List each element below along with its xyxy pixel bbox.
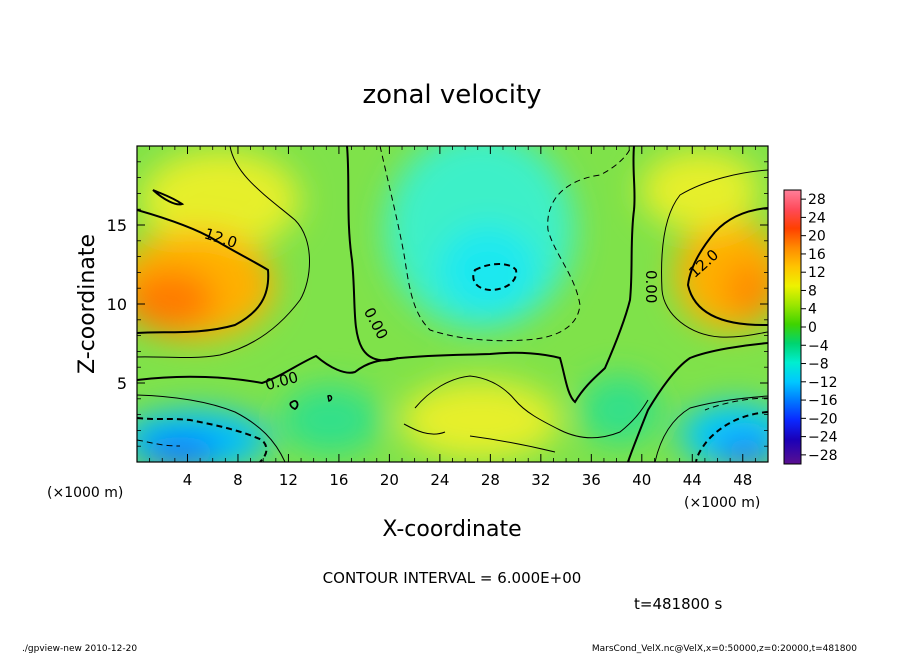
contour-lines <box>137 146 768 462</box>
y-axis-label: Z-coordinate <box>75 234 100 374</box>
colorbar-tick-label: 20 <box>808 229 826 245</box>
colorbar-tick-label: −8 <box>808 357 829 373</box>
x-tick-label: 24 <box>430 471 449 489</box>
x-tick-label: 44 <box>683 471 702 489</box>
colorbar-tick-label: 0 <box>808 320 817 336</box>
colorbar-tick-label: 28 <box>808 192 826 208</box>
x-tick-label: 28 <box>481 471 500 489</box>
contour-interval-text: CONTOUR INTERVAL = 6.000E+00 <box>323 569 582 587</box>
x-axis-ticks: 4 8 12 16 20 24 28 32 36 40 44 48 <box>149 146 756 489</box>
colorbar-tick-label: −16 <box>808 393 838 409</box>
x-tick-label: 16 <box>329 471 348 489</box>
colorbar-tick-label: 4 <box>808 302 817 318</box>
colorbar-tick-label: −20 <box>808 411 838 427</box>
y-tick-label: 10 <box>107 295 127 314</box>
x-tick-label: 40 <box>632 471 651 489</box>
colorbar-fill <box>783 189 802 465</box>
footer-right: MarsCond_VelX.nc@VelX,x=0:50000,z=0:2000… <box>592 644 857 654</box>
x-tick-label: 12 <box>279 471 298 489</box>
colorbar-tick-label: −4 <box>808 338 829 354</box>
colorbar-tick-label: −12 <box>808 375 838 391</box>
y-axis-ticks: 5 10 15 <box>107 161 768 447</box>
colorbar-tick-label: −24 <box>808 430 838 446</box>
y-tick-label: 15 <box>107 216 127 235</box>
colorbar-tick-label: 24 <box>808 210 826 226</box>
colorbar-tick-label: 12 <box>808 265 826 281</box>
plot-area: 12.0 12.0 0.00 0.00 0.00 <box>136 145 769 463</box>
contour-label: 0.00 <box>642 270 660 303</box>
colorbar-tick-label: −28 <box>808 448 838 464</box>
x-tick-label: 8 <box>233 471 243 489</box>
chart-title: zonal velocity <box>362 80 541 110</box>
colorbar-tick-label: 16 <box>808 247 826 263</box>
x-tick-label: 4 <box>183 471 193 489</box>
x-tick-label: 32 <box>531 471 550 489</box>
x-axis-unit: (×1000 m) <box>684 495 760 511</box>
colorbar-tick-label: 8 <box>808 283 817 299</box>
heatmap-field <box>137 146 768 462</box>
x-tick-label: 36 <box>582 471 601 489</box>
colorbar: 28 24 20 16 12 8 4 0 −4 −8 −12 −16 −20 −24 −28 <box>783 189 838 465</box>
y-axis-unit: (×1000 m) <box>47 485 123 501</box>
x-axis-label: X-coordinate <box>382 517 521 542</box>
time-text: t=481800 s <box>634 595 722 613</box>
colorbar-ticks: 28 24 20 16 12 8 4 0 −4 −8 −12 −16 −20 −24 −28 <box>801 192 838 464</box>
x-tick-label: 48 <box>733 471 752 489</box>
x-tick-label: 20 <box>380 471 399 489</box>
y-tick-label: 5 <box>117 374 127 393</box>
footer-left: ./gpview-new 2010-12-20 <box>22 644 137 654</box>
